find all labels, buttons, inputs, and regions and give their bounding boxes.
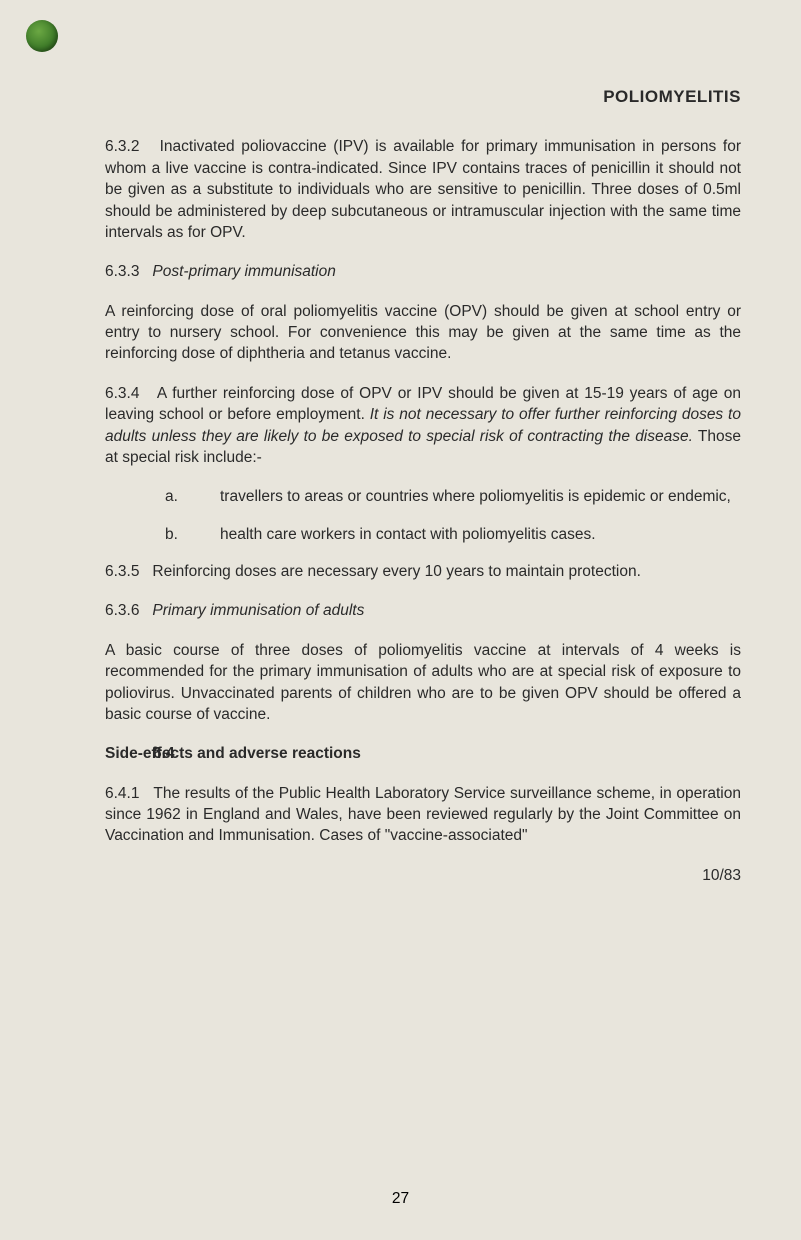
section-title-6-4: Side-effects and adverse reactions	[105, 743, 741, 764]
heading-6-3-6: 6.3.6 Primary immunisation of adults	[105, 600, 741, 621]
para-text: The results of the Public Health Laborat…	[105, 785, 741, 845]
section-number: 6.4.1	[105, 785, 139, 802]
section-title-text: Post-primary immunisation	[152, 263, 335, 280]
section-number-6-4: 6.4	[153, 743, 175, 764]
para-6-4-1: 6.4.1 The results of the Public Health L…	[105, 783, 741, 847]
para-text: Inactivated poliovaccine (IPV) is availa…	[105, 138, 741, 241]
para-6-3-4: 6.3.4 A further reinforcing dose of OPV …	[105, 383, 741, 469]
para-6-3-6: A basic course of three doses of poliomy…	[105, 640, 741, 726]
heading-6-3-3: 6.3.3 Post-primary immunisation	[105, 261, 741, 282]
para-6-3-3: A reinforcing dose of oral poliomyelitis…	[105, 301, 741, 365]
page-marker-dot	[26, 20, 58, 52]
section-number: 6.3.2	[105, 138, 139, 155]
sub-text: health care workers in contact with poli…	[220, 526, 596, 543]
section-number: 6.3.3	[105, 263, 139, 280]
date-reference: 10/83	[105, 865, 741, 886]
section-number: 6.3.5	[105, 563, 139, 580]
section-number: 6.3.4	[105, 385, 139, 402]
para-6-3-5: 6.3.5 Reinforcing doses are necessary ev…	[105, 561, 741, 582]
sub-item-b: b.health care workers in contact with po…	[165, 524, 741, 545]
sub-item-a: a.travellers to areas or countries where…	[165, 486, 741, 507]
document-page: POLIOMYELITIS 6.3.2 Inactivated poliovac…	[0, 0, 801, 926]
page-number: 27	[0, 1190, 801, 1208]
sub-letter: b.	[165, 524, 220, 545]
sub-text: travellers to areas or countries where p…	[220, 488, 731, 505]
section-number: 6.3.6	[105, 602, 139, 619]
para-text: Reinforcing doses are necessary every 10…	[152, 563, 641, 580]
page-header: POLIOMYELITIS	[105, 85, 741, 108]
section-title-text: Primary immunisation of adults	[152, 602, 364, 619]
para-6-3-2: 6.3.2 Inactivated poliovaccine (IPV) is …	[105, 136, 741, 243]
sub-letter: a.	[165, 486, 220, 507]
